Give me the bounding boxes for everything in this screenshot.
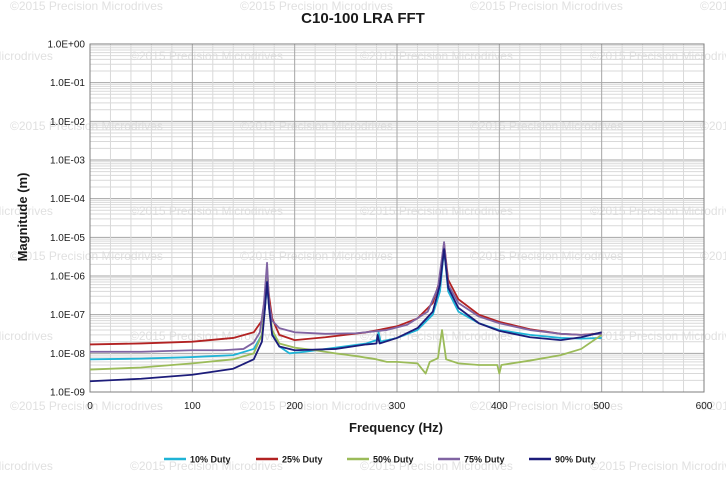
watermark-text: ©2015 Precision Microdrives <box>10 249 163 263</box>
y-tick-label: 1.0E-04 <box>50 194 85 205</box>
y-tick-label: 1.0E-01 <box>50 78 85 89</box>
y-axis-label: Magnitude (m) <box>15 173 30 262</box>
grid <box>89 43 705 393</box>
series-line-5 <box>89 248 602 383</box>
y-tick-label: 1.0E-09 <box>50 388 85 399</box>
y-tick-label: 1.0E-05 <box>50 233 85 244</box>
watermark-text: ©2015 Precision Microdrives <box>470 0 623 13</box>
watermark-text: ©2015 Precision Microdrives <box>360 329 513 343</box>
watermark-text: ©2015 Precision Microdrives <box>590 329 726 343</box>
y-tick-label: 1.0E+00 <box>47 40 85 51</box>
legend-label: 75% Duty <box>464 455 505 465</box>
watermark-text: ©2015 Precision Microdrives <box>0 329 53 343</box>
y-tick-label: 1.0E-07 <box>50 310 85 321</box>
watermark-text: ©2015 Precision Microdrives <box>360 204 513 218</box>
series-line-4 <box>90 241 602 353</box>
watermark-text: ©2015 Precision Microdrives <box>10 0 163 13</box>
legend: 10% Duty 25% Duty 50% Duty 75% Duty 90% Duty <box>164 455 596 465</box>
x-tick-label: 500 <box>593 401 610 412</box>
watermark-text: ©2015 Precision Microdrives <box>470 399 623 413</box>
watermark-text: ©2015 Precision Microdrives <box>590 204 726 218</box>
x-axis-ticks: 0 100 200 300 400 500 600 <box>87 401 713 412</box>
watermark-text: ©2015 Precision Microdrives <box>130 329 283 343</box>
y-axis-ticks: 1.0E-09 1.0E-08 1.0E-07 1.0E-06 1.0E-05 1.0E-… <box>47 40 85 399</box>
watermark-text: ©2015 Precision Microdrives <box>700 399 726 413</box>
x-tick-label: 0 <box>87 401 93 412</box>
watermark-text: ©2015 Precision Microdrives <box>0 459 53 473</box>
watermark-text: ©2015 Precision Microdrives <box>240 249 393 263</box>
watermark-text: ©2015 Precision Microdrives <box>590 459 726 473</box>
watermark-text: ©2015 Precision Microdrives <box>130 204 283 218</box>
x-tick-label: 400 <box>491 401 508 412</box>
y-tick-label: 1.0E-08 <box>50 349 85 360</box>
x-tick-label: 100 <box>184 401 201 412</box>
legend-label: 50% Duty <box>373 455 414 465</box>
watermark-text: ©2015 Precision Microdrives <box>0 49 53 63</box>
x-tick-label: 600 <box>696 401 713 412</box>
y-tick-label: 1.0E-03 <box>50 156 85 167</box>
plot-area <box>89 43 705 393</box>
y-tick-label: 1.0E-02 <box>50 117 85 128</box>
watermark-text: ©2015 Precision Microdrives <box>360 459 513 473</box>
watermark-text: ©2015 Precision Microdrives <box>240 0 393 13</box>
watermark-text: ©2015 Precision Microdrives <box>700 0 726 13</box>
watermark-text: ©2015 Precision Microdrives <box>700 119 726 133</box>
x-axis-label: Frequency (Hz) <box>349 420 443 435</box>
series-layer <box>89 241 603 383</box>
x-tick-label: 200 <box>286 401 303 412</box>
x-tick-label: 300 <box>389 401 406 412</box>
watermark-text: ©2015 Precision Microdrives <box>700 249 726 263</box>
watermark-text: ©2015 Precision Microdrives <box>130 459 283 473</box>
watermark-text: ©2015 Precision Microdrives <box>240 399 393 413</box>
watermark-text: ©2015 Precision Microdrives <box>0 204 53 218</box>
watermark-text: ©2015 Precision Microdrives <box>10 399 163 413</box>
legend-label: 25% Duty <box>282 455 323 465</box>
watermark-text: ©2015 Precision Microdrives <box>470 249 623 263</box>
legend-label: 90% Duty <box>555 455 596 465</box>
legend-label: 10% Duty <box>190 455 231 465</box>
chart-title: C10-100 LRA FFT <box>301 10 425 27</box>
y-tick-label: 1.0E-06 <box>50 272 85 283</box>
